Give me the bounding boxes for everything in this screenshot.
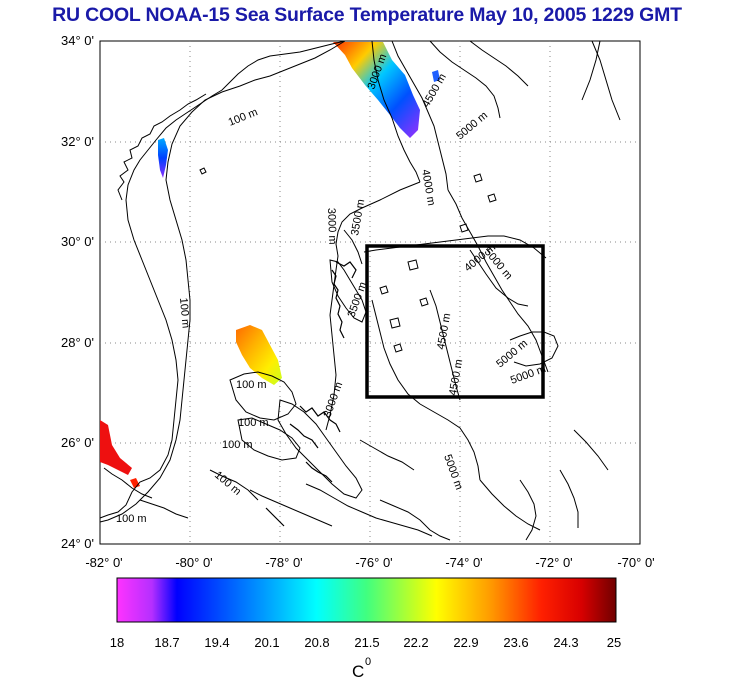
colorbar-tick: 18 — [110, 635, 124, 650]
lat-label: 28° 0' — [61, 335, 94, 350]
lon-label: -78° 0' — [265, 555, 302, 570]
colorbar-ticks: 18 18.7 19.4 20.1 20.8 21.5 22.2 22.9 23… — [110, 635, 621, 650]
lat-label: 32° 0' — [61, 134, 94, 149]
colorbar-tick: 18.7 — [154, 635, 179, 650]
contour-label: 100 m — [238, 417, 269, 429]
map-frame — [99, 40, 641, 545]
colorbar-tick: 22.9 — [453, 635, 478, 650]
latitude-labels: 34° 0' 32° 0' 30° 0' 28° 0' 26° 0' 24° 0… — [61, 33, 94, 551]
lon-label: -82° 0' — [85, 555, 122, 570]
sst-patch-florida — [100, 420, 132, 475]
colorbar-tick: 23.6 — [503, 635, 528, 650]
colorbar — [116, 577, 617, 623]
lon-label: -72° 0' — [535, 555, 572, 570]
lon-label: -76° 0' — [355, 555, 392, 570]
lat-label: 34° 0' — [61, 33, 94, 48]
contour-label: 100 m — [222, 439, 253, 451]
study-area-box — [365, 244, 545, 399]
bahamas-shoals — [265, 261, 357, 527]
sst-patch-carolina — [158, 138, 168, 178]
contour-label: 100 m — [116, 513, 147, 525]
sst-patch-bahamas — [236, 325, 282, 385]
colorbar-tick: 20.1 — [254, 635, 279, 650]
map-title: RU COOL NOAA-15 Sea Surface Temperature … — [52, 4, 682, 26]
longitude-labels: -82° 0' -80° 0' -78° 0' -76° 0' -74° 0' … — [85, 555, 654, 570]
lat-label: 24° 0' — [61, 536, 94, 551]
lat-label: 26° 0' — [61, 435, 94, 450]
contour-label: 100 m — [177, 297, 192, 329]
colorbar-unit: C — [352, 662, 364, 680]
sst-patch-north — [333, 42, 420, 138]
lon-label: -80° 0' — [175, 555, 212, 570]
graticule — [100, 41, 640, 544]
colorbar-tick: 22.2 — [403, 635, 428, 650]
colorbar-unit-superscript: 0 — [365, 656, 371, 668]
colorbar-tick: 21.5 — [354, 635, 379, 650]
contour-label: 3000 m — [325, 208, 338, 245]
colorbar-tick: 20.8 — [304, 635, 329, 650]
colorbar-tick: 19.4 — [204, 635, 229, 650]
lon-label: -74° 0' — [445, 555, 482, 570]
colorbar-tick: 25 — [607, 635, 621, 650]
lon-label: -70° 0' — [617, 555, 654, 570]
colorbar-tick: 24.3 — [553, 635, 578, 650]
lat-label: 30° 0' — [61, 234, 94, 249]
sst-patches — [100, 42, 440, 488]
bathymetry-contours — [99, 40, 621, 541]
contour-label: 100 m — [236, 379, 267, 391]
